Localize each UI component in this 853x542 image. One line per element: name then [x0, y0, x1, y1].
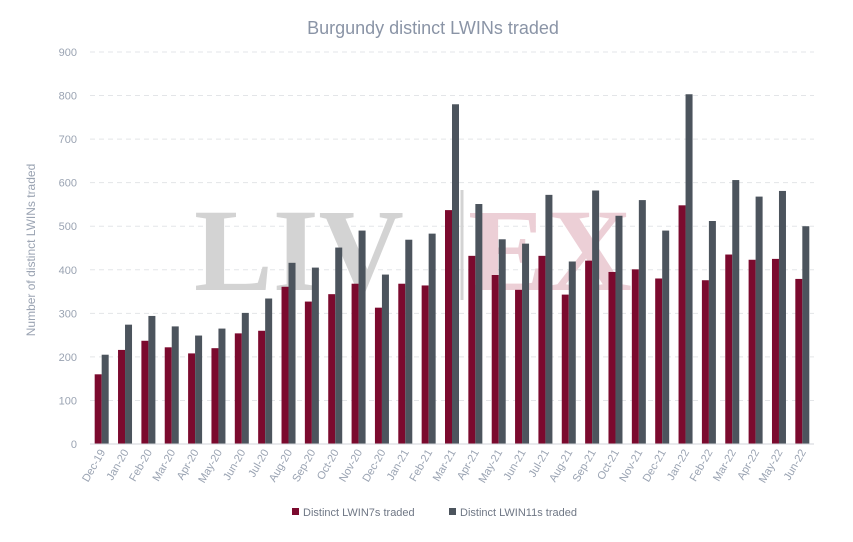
- bar-lwin7: [421, 285, 429, 444]
- bar-lwin7: [655, 278, 663, 444]
- chart-title: Burgundy distinct LWINs traded: [307, 18, 559, 38]
- bar-lwin11: [498, 239, 506, 444]
- bar-lwin11: [125, 324, 133, 444]
- x-tick-label: Mar-21: [431, 448, 459, 484]
- bar-lwin7: [118, 349, 126, 444]
- x-tick-label: Dec-19: [80, 448, 108, 485]
- bars: [94, 94, 810, 445]
- y-tick-label: 600: [59, 178, 77, 190]
- bar-lwin7: [725, 254, 733, 444]
- legend: Distinct LWIN7s traded Distinct LWIN11s …: [292, 507, 577, 519]
- bar-lwin11: [708, 221, 716, 444]
- bar-lwin11: [545, 194, 553, 444]
- bar-lwin11: [311, 267, 319, 444]
- bar-lwin7: [281, 286, 289, 444]
- bar-lwin7: [94, 374, 102, 444]
- bar-lwin11: [755, 196, 763, 444]
- y-tick-label: 400: [59, 265, 77, 277]
- bar-lwin11: [615, 215, 623, 444]
- bar-lwin11: [358, 230, 366, 444]
- bar-lwin11: [802, 226, 810, 444]
- bar-lwin11: [218, 328, 226, 444]
- bar-lwin7: [164, 347, 172, 444]
- x-tick-label: Sep-21: [571, 448, 599, 485]
- bar-lwin11: [568, 261, 576, 444]
- x-axis-ticks: Dec-19Jan-20Feb-20Mar-20Apr-20May-20Jun-…: [80, 448, 809, 486]
- bar-lwin7: [608, 271, 616, 444]
- y-tick-label: 300: [59, 308, 77, 320]
- legend-swatch-lwin11: [449, 508, 456, 515]
- bar-lwin11: [265, 298, 273, 444]
- bar-lwin11: [522, 243, 530, 444]
- bar-lwin11: [685, 94, 693, 444]
- bar-lwin7: [701, 280, 709, 444]
- bar-lwin7: [258, 330, 266, 444]
- x-tick-label: Mar-20: [151, 448, 179, 484]
- x-tick-label: Jun-21: [501, 448, 528, 483]
- bar-lwin11: [592, 190, 600, 444]
- bar-lwin11: [335, 247, 343, 444]
- bar-lwin7: [795, 278, 803, 444]
- bar-lwin11: [428, 233, 436, 444]
- bar-lwin7: [351, 283, 359, 444]
- bar-lwin7: [188, 353, 196, 444]
- x-tick-label: Jun-20: [221, 448, 248, 483]
- bar-lwin7: [141, 340, 149, 444]
- bar-lwin7: [304, 301, 312, 444]
- x-tick-label: Dec-21: [641, 448, 669, 485]
- bar-lwin7: [468, 255, 476, 444]
- bar-lwin7: [631, 269, 639, 444]
- bar-lwin11: [171, 326, 179, 444]
- y-tick-label: 500: [59, 221, 77, 233]
- x-tick-label: Dec-20: [360, 448, 388, 485]
- bar-lwin7: [328, 294, 336, 444]
- legend-swatch-lwin7: [292, 508, 299, 515]
- legend-label-lwin7: Distinct LWIN7s traded: [303, 507, 415, 519]
- bar-lwin11: [241, 312, 249, 444]
- bar-lwin7: [374, 307, 382, 444]
- bar-lwin7: [771, 258, 779, 444]
- bar-lwin11: [101, 354, 109, 444]
- y-tick-label: 800: [59, 91, 77, 103]
- bar-lwin11: [662, 230, 670, 444]
- bar-lwin7: [585, 260, 593, 444]
- bar-lwin7: [515, 289, 523, 444]
- bar-lwin11: [778, 190, 786, 444]
- x-tick-label: Jun-22: [782, 448, 809, 483]
- bar-lwin7: [234, 333, 242, 444]
- bar-lwin7: [445, 210, 452, 444]
- y-tick-label: 0: [71, 439, 77, 451]
- y-tick-label: 700: [59, 134, 77, 146]
- bar-lwin7: [748, 259, 756, 444]
- y-tick-label: 900: [59, 47, 77, 59]
- bar-lwin11: [381, 274, 389, 444]
- bar-lwin11: [732, 180, 740, 445]
- bar-lwin7: [211, 348, 219, 444]
- bar-lwin7: [678, 205, 686, 444]
- bar-lwin11: [195, 335, 203, 444]
- watermark-liv: LIV: [194, 185, 404, 316]
- bar-lwin7: [538, 255, 546, 444]
- x-tick-label: Sep-20: [290, 448, 318, 485]
- bar-lwin11: [452, 104, 459, 445]
- y-tick-label: 200: [59, 352, 77, 364]
- bar-lwin7: [398, 283, 406, 444]
- bar-lwin11: [475, 204, 483, 444]
- bar-lwin11: [148, 315, 156, 444]
- y-tick-label: 100: [59, 395, 77, 407]
- y-axis-ticks: 0 100 200 300 400 500 600 700 800 900: [59, 47, 77, 451]
- bar-lwin7: [491, 275, 499, 444]
- bar-lwin11: [638, 200, 646, 444]
- legend-label-lwin11: Distinct LWIN11s traded: [460, 507, 577, 519]
- bar-lwin7: [561, 294, 569, 444]
- x-tick-label: Mar-22: [711, 448, 739, 484]
- y-axis-label: Number of distinct LWINs traded: [24, 164, 38, 337]
- bar-lwin11: [405, 239, 413, 444]
- bar-lwin11: [288, 262, 296, 444]
